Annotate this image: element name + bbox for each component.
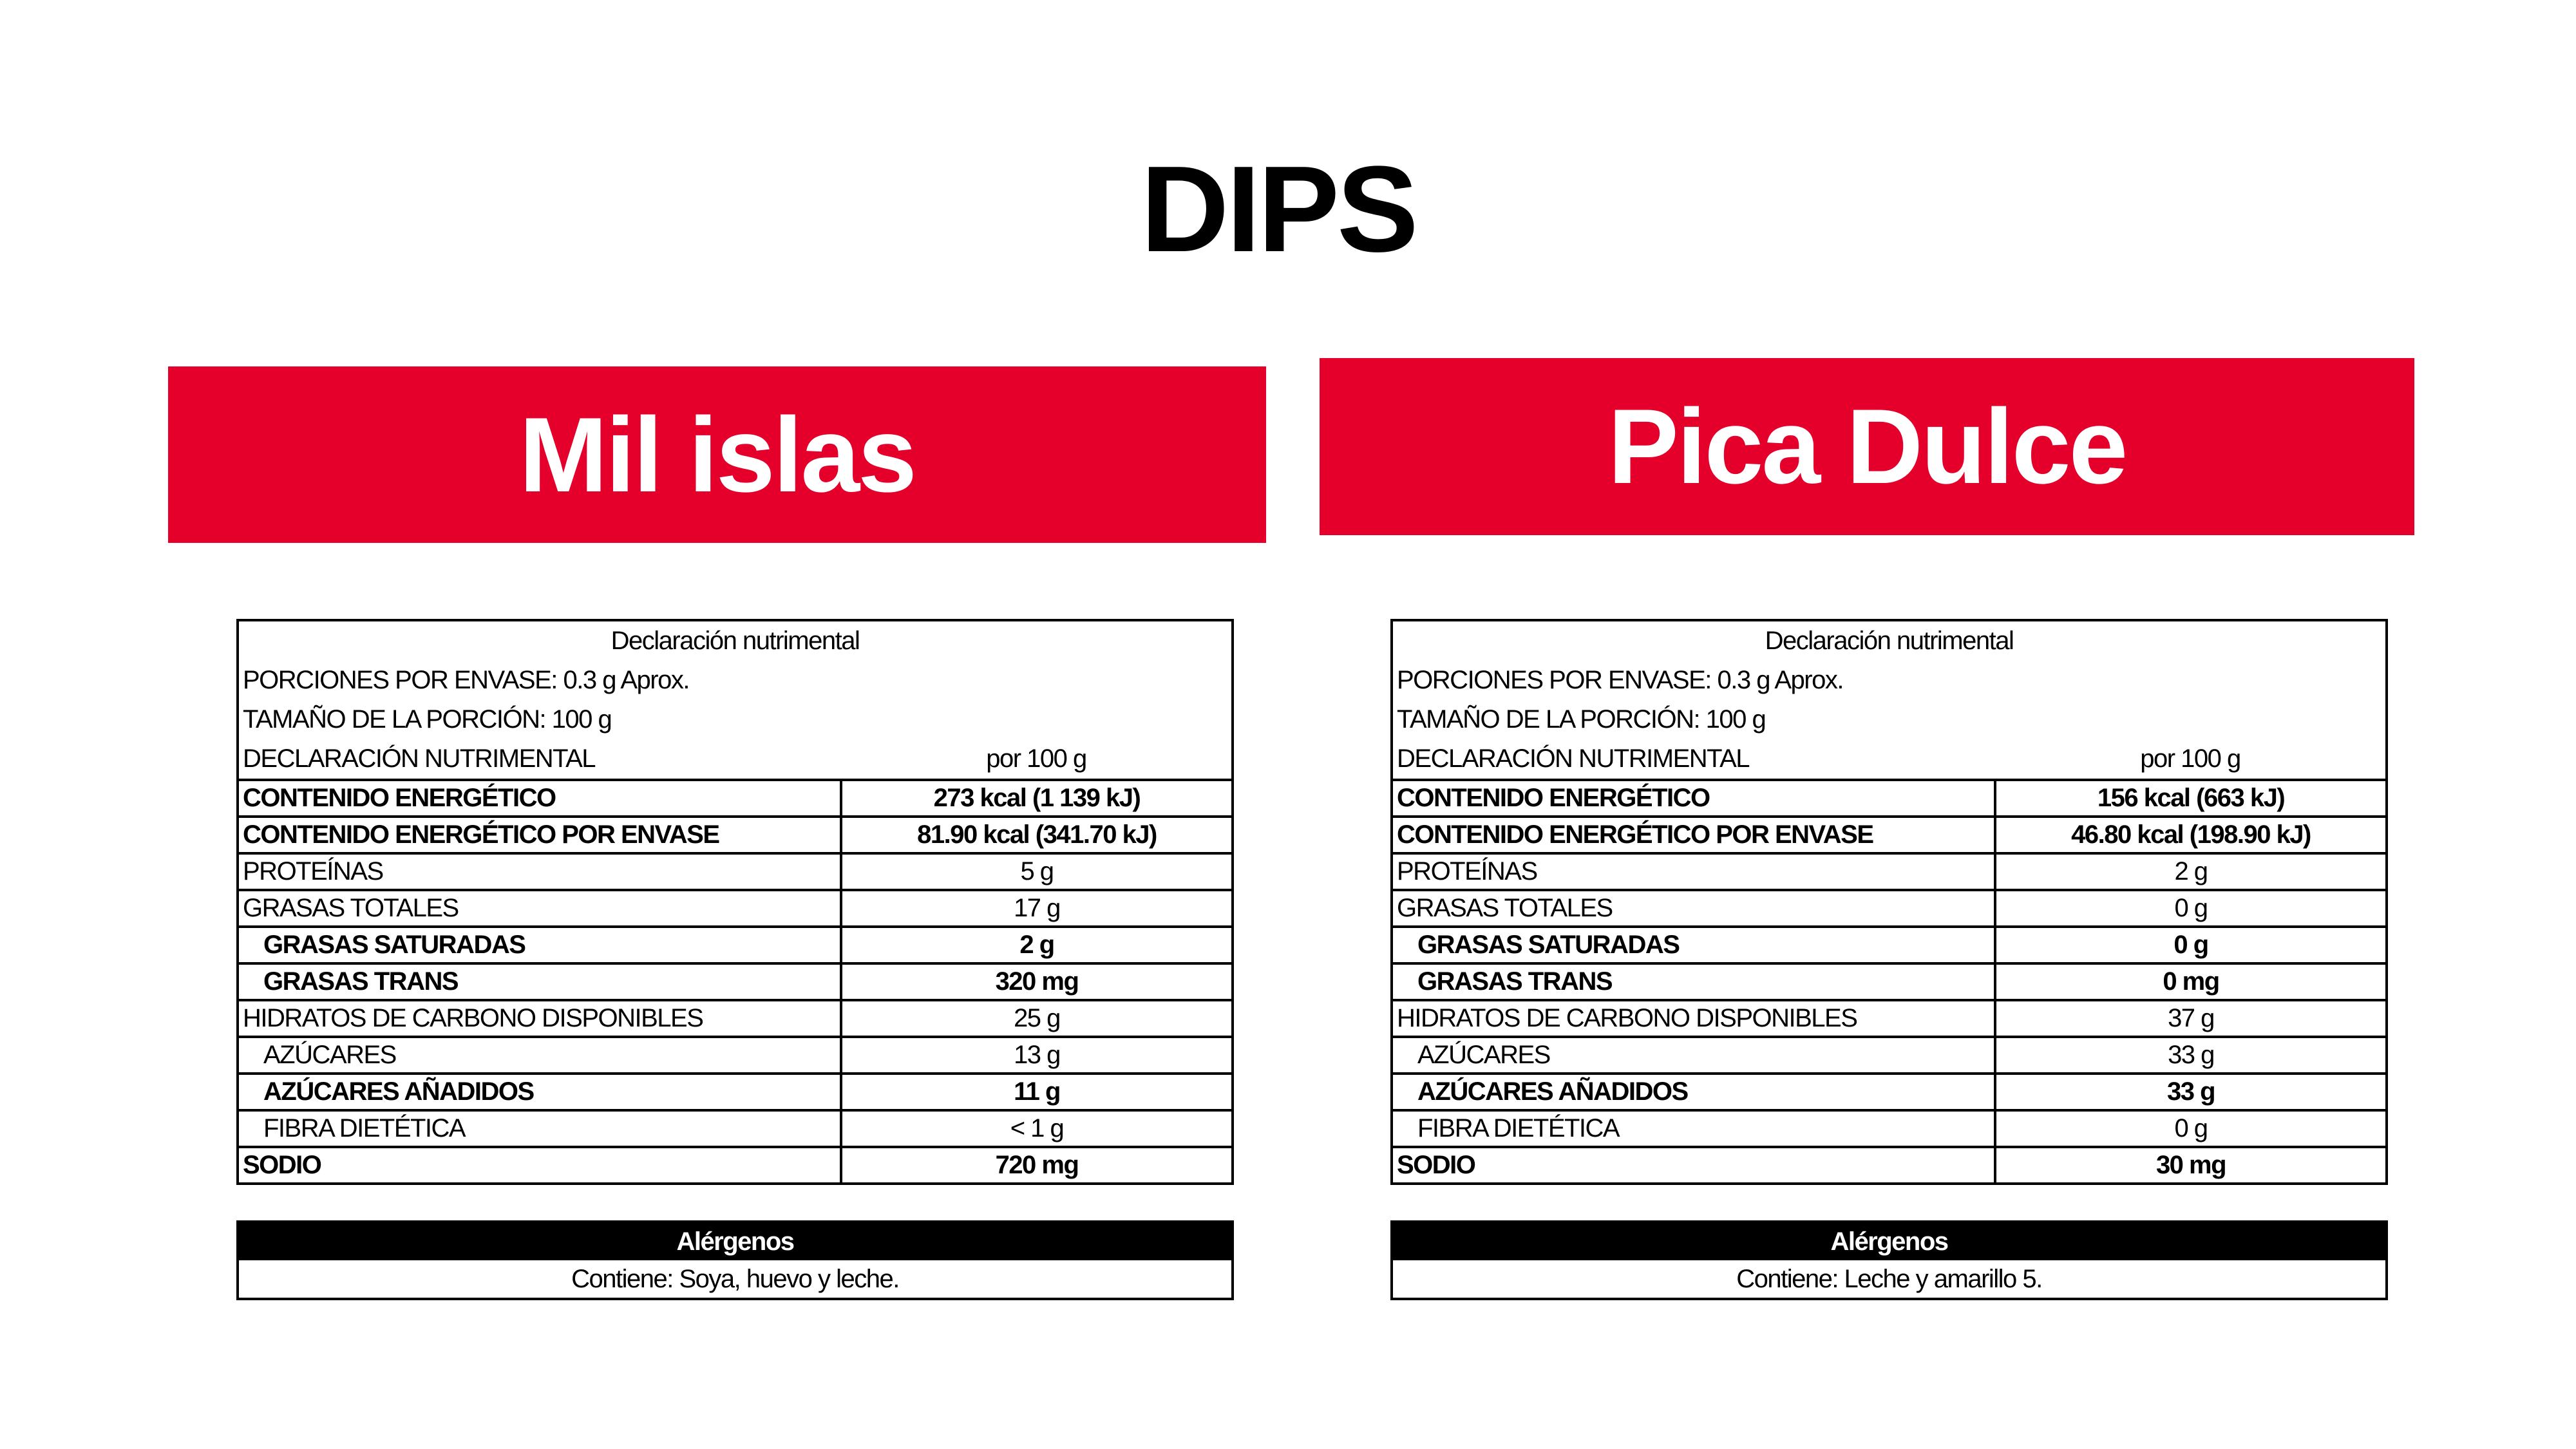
nutrition-table: Declaración nutrimental PORCIONES POR ENV… [1390,619,2388,1185]
nutrient-value: 5 g [840,852,1234,891]
allergens-text: Contiene: Leche y amarillo 5. [1736,1265,2043,1293]
table-row: GRASAS SATURADAS 2 g [236,925,1234,965]
nutrient-value: 0 g [1994,1109,2388,1148]
nutrient-value: < 1 g [840,1109,1234,1148]
page-title: DIPS [1141,141,1418,278]
table-row: SODIO 720 mg [236,1146,1234,1185]
nutrient-label: GRASAS TOTALES [236,889,842,928]
table-row: CONTENIDO ENERGÉTICO POR ENVASE 81.90 kca… [236,815,1234,855]
product-banner-pica-dulce: Pica Dulce [1320,358,2414,535]
nutrient-value: 0 g [1994,925,2388,965]
nutrient-label: SODIO [1390,1146,1996,1185]
table-row: PROTEÍNAS 2 g [1390,852,2388,891]
table-row: GRASAS SATURADAS 0 g [1390,925,2388,965]
nutrient-label: GRASAS SATURADAS [236,925,842,965]
nutrient-value: 11 g [840,1072,1234,1112]
allergens-box: Alérgenos Contiene: Soya, huevo y leche. [236,1220,1234,1300]
table-row: AZÚCARES AÑADIDOS 33 g [1390,1072,2388,1112]
nutrient-label: SODIO [236,1146,842,1185]
nutrient-label: CONTENIDO ENERGÉTICO POR ENVASE [1390,815,1996,855]
nutrient-label: CONTENIDO ENERGÉTICO [1390,779,1996,818]
table-row: FIBRA DIETÉTICA 0 g [1390,1109,2388,1148]
nutrient-value: 81.90 kcal (341.70 kJ) [840,815,1234,855]
nutrient-label: GRASAS TRANS [236,962,842,1001]
per-100g-label: por 100 g [841,739,1234,781]
portion-size: TAMAÑO DE LA PORCIÓN: 100 g [1390,700,2388,739]
nutrition-table: Declaración nutrimental PORCIONES POR ENV… [236,619,1234,1185]
nutrient-value: 46.80 kcal (198.90 kJ) [1994,815,2388,855]
nutrition-panel-mil-islas: Declaración nutrimental PORCIONES POR ENV… [236,619,1234,1300]
table-row: GRASAS TRANS 320 mg [236,962,1234,1001]
nutrient-value: 0 g [1994,889,2388,928]
nutrient-label: GRASAS TOTALES [1390,889,1996,928]
table-title: Declaración nutrimental [1390,619,2388,661]
nutrient-label: PROTEÍNAS [236,852,842,891]
nutrient-value: 720 mg [840,1146,1234,1185]
nutrient-label: FIBRA DIETÉTICA [1390,1109,1996,1148]
declaration-label: DECLARACIÓN NUTRIMENTAL [236,739,841,781]
table-row: AZÚCARES AÑADIDOS 11 g [236,1072,1234,1112]
nutrient-label: AZÚCARES AÑADIDOS [1390,1072,1996,1112]
table-row: HIDRATOS DE CARBONO DISPONIBLES 37 g [1390,999,2388,1038]
nutrient-value: 17 g [840,889,1234,928]
portion-size: TAMAÑO DE LA PORCIÓN: 100 g [236,700,1234,739]
nutrient-label: PROTEÍNAS [1390,852,1996,891]
table-row: AZÚCARES 33 g [1390,1036,2388,1075]
table-row: HIDRATOS DE CARBONO DISPONIBLES 25 g [236,999,1234,1038]
nutrient-value: 2 g [1994,852,2388,891]
nutrient-label: CONTENIDO ENERGÉTICO POR ENVASE [236,815,842,855]
nutrient-label: AZÚCARES [1390,1036,1996,1075]
nutrient-label: HIDRATOS DE CARBONO DISPONIBLES [236,999,842,1038]
nutrient-value: 30 mg [1994,1146,2388,1185]
table-row: GRASAS TOTALES 17 g [236,889,1234,928]
nutrient-value: 25 g [840,999,1234,1038]
nutrition-panel-pica-dulce: Declaración nutrimental PORCIONES POR ENV… [1390,619,2388,1300]
allergens-text: Contiene: Soya, huevo y leche. [571,1265,900,1293]
nutrient-value: 13 g [840,1036,1234,1075]
portions-per-package: PORCIONES POR ENVASE: 0.3 g Aprox. [236,661,1234,700]
nutrient-value: 37 g [1994,999,2388,1038]
nutrient-label: CONTENIDO ENERGÉTICO [236,779,842,818]
table-row: PROTEÍNAS 5 g [236,852,1234,891]
nutrient-label: HIDRATOS DE CARBONO DISPONIBLES [1390,999,1996,1038]
nutrient-label: AZÚCARES AÑADIDOS [236,1072,842,1112]
nutrient-value: 156 kcal (663 kJ) [1994,779,2388,818]
table-row: CONTENIDO ENERGÉTICO POR ENVASE 46.80 kca… [1390,815,2388,855]
nutrient-value: 33 g [1994,1072,2388,1112]
allergens-title: Alérgenos [239,1223,1231,1260]
allergens-box: Alérgenos Contiene: Leche y amarillo 5. [1390,1220,2388,1300]
nutrient-value: 33 g [1994,1036,2388,1075]
nutrient-label: FIBRA DIETÉTICA [236,1109,842,1148]
nutrient-label: GRASAS SATURADAS [1390,925,1996,965]
nutrient-value: 2 g [840,925,1234,965]
table-row: CONTENIDO ENERGÉTICO 156 kcal (663 kJ) [1390,779,2388,818]
table-row: SODIO 30 mg [1390,1146,2388,1185]
product-banner-mil-islas: Mil islas [168,366,1266,543]
table-row: CONTENIDO ENERGÉTICO 273 kcal (1 139 kJ) [236,779,1234,818]
table-row: FIBRA DIETÉTICA < 1 g [236,1109,1234,1148]
allergens-title: Alérgenos [1393,1223,2385,1260]
table-row: GRASAS TOTALES 0 g [1390,889,2388,928]
nutrient-value: 273 kcal (1 139 kJ) [840,779,1234,818]
table-title: Declaración nutrimental [236,619,1234,661]
portions-per-package: PORCIONES POR ENVASE: 0.3 g Aprox. [1390,661,2388,700]
nutrient-label: AZÚCARES [236,1036,842,1075]
table-row: GRASAS TRANS 0 mg [1390,962,2388,1001]
nutrient-value: 320 mg [840,962,1234,1001]
declaration-label: DECLARACIÓN NUTRIMENTAL [1390,739,1995,781]
nutrient-value: 0 mg [1994,962,2388,1001]
per-100g-label: por 100 g [1995,739,2388,781]
table-row: AZÚCARES 13 g [236,1036,1234,1075]
nutrient-label: GRASAS TRANS [1390,962,1996,1001]
